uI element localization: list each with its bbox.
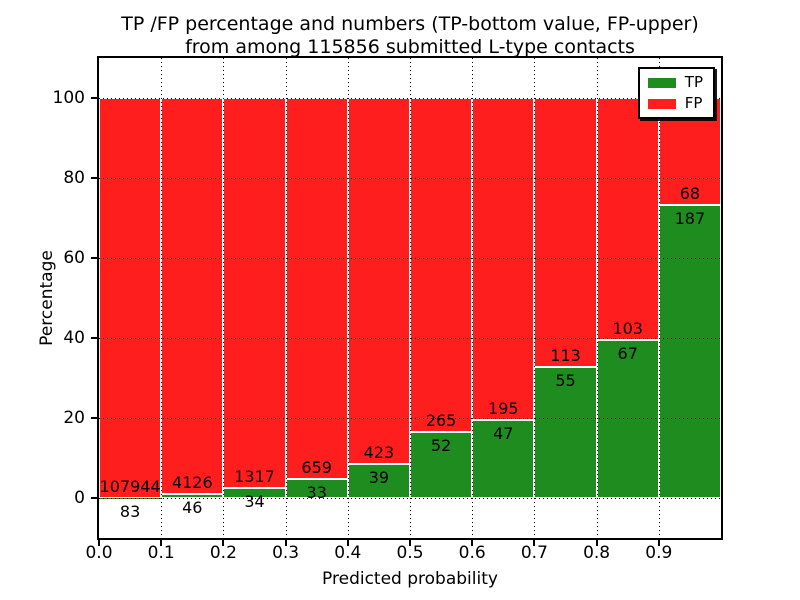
tp-count-label: 46 [182,497,203,517]
tp-count-label: 187 [674,208,706,228]
plot-area: TP FP 107944 83 4126 46 1317 34 659 33 423 39 265 52… [97,56,723,540]
x-tick-mark [222,540,225,546]
x-tick-mark [346,540,349,546]
x-tick-label: 0.5 [396,543,424,563]
fp-count-label: 107944 [99,476,161,496]
legend-label-fp: FP [684,94,703,112]
gridline-vertical [658,58,660,538]
y-tick-mark [91,177,97,179]
y-tick-mark [91,97,97,99]
fp-bar [596,98,659,341]
gridline-vertical [285,58,287,538]
x-tick-mark [409,540,411,546]
tp-count-label: 47 [493,424,514,444]
y-tick-mark [91,417,97,419]
tp-bar [534,367,597,498]
tp-count-label: 83 [119,501,141,521]
y-tick-label: 20 [63,408,85,428]
fp-count-label: 1317 [234,466,275,486]
x-tick-label: 0.8 [583,543,611,563]
tp-bar [596,340,659,498]
gridline-vertical [223,58,225,538]
fp-count-label: 4126 [171,472,213,492]
y-tick-label: 0 [74,488,85,508]
chart-title: TP /FP percentage and numbers (TP-bottom… [97,13,723,59]
fp-count-label: 659 [301,457,332,477]
x-tick-mark [284,540,287,546]
x-tick-mark [471,540,474,546]
gridline-vertical [596,58,598,538]
x-axis-label: Predicted probability [322,569,498,589]
tp-count-label: 34 [244,491,265,511]
legend-label-tp: TP [684,73,703,91]
tp-count-label: 67 [617,344,638,364]
legend-row: TP [647,73,703,91]
fp-count-label: 423 [363,443,395,463]
x-tick-label: 0.4 [334,543,362,563]
y-tick-mark [91,257,97,259]
x-tick-mark [657,540,660,546]
gridline-vertical [161,58,163,538]
fp-count-label: 68 [679,183,701,203]
y-tick-mark [91,337,97,339]
y-tick-label: 80 [63,168,85,188]
chart-title-line2: from among 115856 submitted L-type conta… [185,36,635,58]
chart-title-line1: TP /FP percentage and numbers (TP-bottom… [121,13,699,35]
x-tick-label: 0.3 [272,543,300,563]
x-tick-mark [160,540,163,546]
legend-swatch-tp [647,77,676,88]
fp-count-label: 195 [488,399,519,419]
x-tick-mark [533,540,536,546]
x-tick-label: 0.0 [85,543,113,563]
fp-bar [472,98,535,421]
gridline-vertical [534,58,536,538]
tp-bar [99,497,162,499]
fp-bar [223,98,286,488]
x-tick-label: 0.6 [458,543,486,563]
tp-count-label: 39 [368,468,390,488]
gridline-vertical [347,58,349,538]
tp-count-label: 55 [555,371,576,391]
y-tick-label: 60 [63,248,85,268]
x-tick-label: 0.2 [209,543,237,563]
fp-bar [161,98,224,494]
x-tick-mark [595,540,598,546]
fp-count-label: 103 [612,319,643,339]
tp-bar [658,204,721,498]
gridline-vertical [472,58,474,538]
fp-count-label: 113 [550,346,581,366]
fp-bar [285,98,348,479]
fp-bar [99,98,162,498]
fp-bar [347,98,410,465]
y-tick-label: 40 [63,328,85,348]
tp-count-label: 33 [306,482,327,502]
x-tick-mark [98,540,100,546]
x-tick-label: 0.1 [147,543,175,563]
fp-bar [410,98,473,433]
legend-row: FP [647,94,703,112]
legend-swatch-fp [647,98,676,109]
gridline-vertical [410,58,411,538]
fp-count-label: 265 [425,411,457,431]
fp-bar [534,98,597,368]
y-tick-label: 100 [52,88,85,108]
tp-bar [410,432,473,498]
legend: TP FP [637,67,715,119]
y-tick-mark [91,497,97,499]
x-tick-label: 0.7 [520,543,548,563]
x-tick-label: 0.9 [645,543,673,563]
tp-count-label: 52 [430,436,452,456]
